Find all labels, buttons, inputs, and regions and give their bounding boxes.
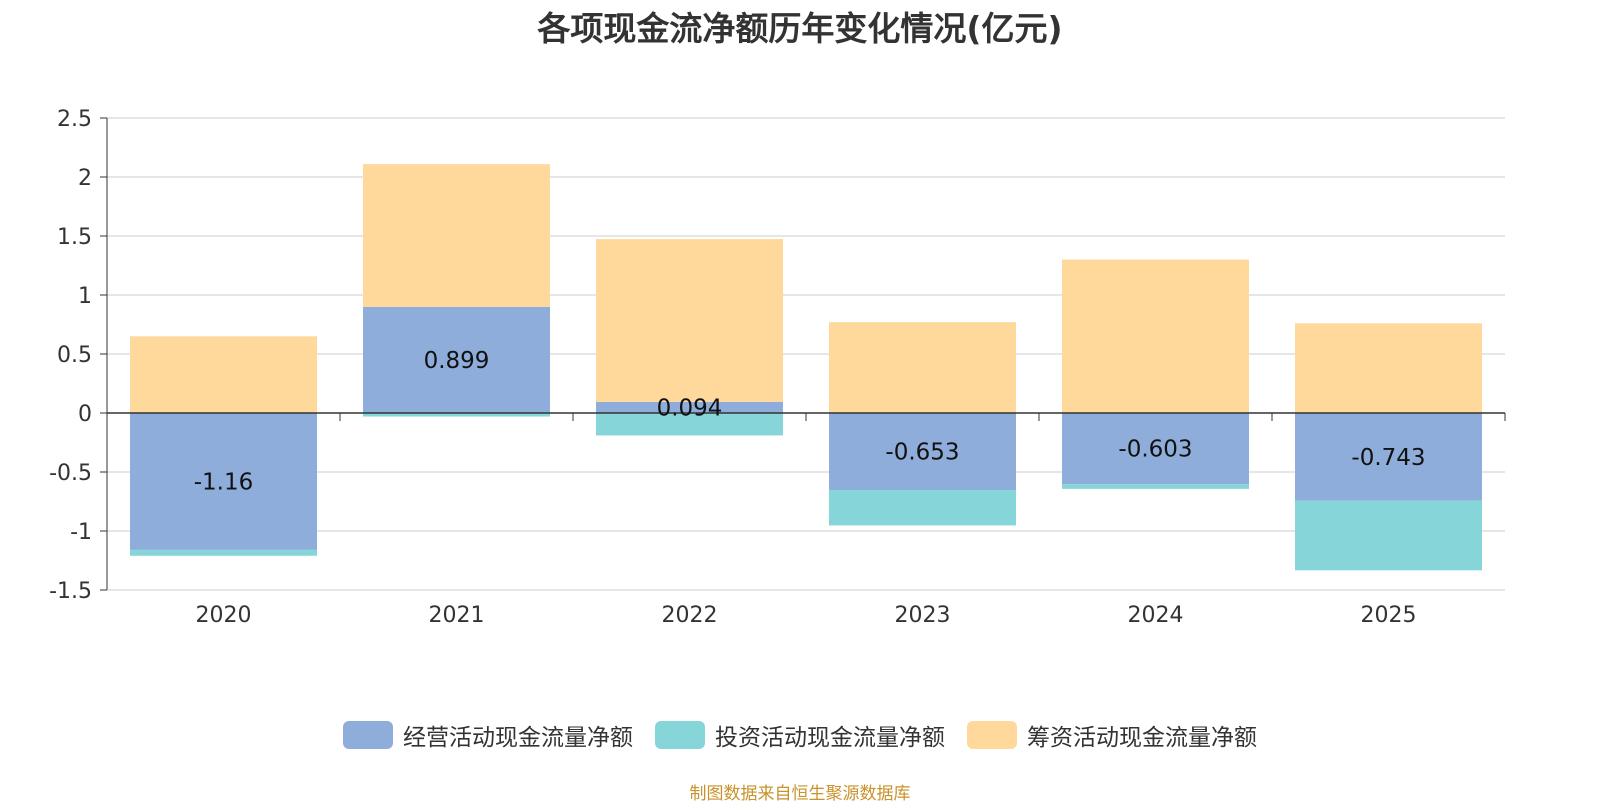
bar-operating xyxy=(596,401,783,413)
y-tick-label: -1.5 xyxy=(49,579,92,604)
x-tick-label: 2023 xyxy=(895,603,951,628)
bar-operating xyxy=(130,413,317,550)
bar-investing xyxy=(363,413,550,417)
bar-investing xyxy=(1062,484,1249,489)
chart-title: 各项现金流净额历年变化情况(亿元) xyxy=(537,9,1063,48)
bar-investing xyxy=(1295,500,1482,571)
bar-operating xyxy=(829,413,1016,491)
x-tick-label: 2025 xyxy=(1361,603,1417,628)
legend-item-operating[interactable]: 经营活动现金流量净额 xyxy=(343,718,633,752)
bar-investing xyxy=(829,490,1016,526)
legend-label-investing: 投资活动现金流量净额 xyxy=(715,725,945,751)
bar-financing xyxy=(1062,259,1249,413)
data-label-operating: 0.094 xyxy=(657,395,723,421)
bar-financing xyxy=(1295,323,1482,413)
legend-item-investing[interactable]: 投资活动现金流量净额 xyxy=(655,718,945,752)
y-tick-label: -0.5 xyxy=(49,461,92,486)
x-tick-label: 2020 xyxy=(196,603,252,628)
legend-label-operating: 经营活动现金流量净额 xyxy=(403,725,633,751)
y-tick-label: 1.5 xyxy=(57,225,92,250)
legend-item-financing[interactable]: 筹资活动现金流量净额 xyxy=(967,718,1257,752)
bar-financing xyxy=(596,239,783,402)
x-tick-label: 2024 xyxy=(1128,603,1184,628)
data-label-operating: -0.653 xyxy=(885,440,959,466)
legend: 经营活动现金流量净额 投资活动现金流量净额 筹资活动现金流量净额 xyxy=(0,718,1600,752)
y-tick-label: 1 xyxy=(78,284,92,309)
bar-operating xyxy=(1062,413,1249,485)
bar-financing xyxy=(130,336,317,413)
legend-swatch-financing xyxy=(967,721,1017,749)
data-label-operating: -1.16 xyxy=(194,469,254,495)
bar-investing xyxy=(596,413,783,436)
legend-swatch-investing xyxy=(655,721,705,749)
bar-operating xyxy=(363,306,550,413)
data-label-operating: 0.899 xyxy=(424,348,490,374)
y-tick-label: 2 xyxy=(78,166,92,191)
y-tick-label: 2.5 xyxy=(57,107,92,132)
legend-label-financing: 筹资活动现金流量净额 xyxy=(1027,725,1257,751)
y-tick-label: -1 xyxy=(70,520,92,545)
bar-operating xyxy=(1295,413,1482,501)
bar-financing xyxy=(829,322,1016,413)
data-label-operating: -0.743 xyxy=(1351,445,1425,471)
bar-investing xyxy=(130,549,317,556)
data-label-operating: -0.603 xyxy=(1118,437,1192,463)
x-tick-label: 2022 xyxy=(662,603,718,628)
x-tick-label: 2021 xyxy=(429,603,485,628)
y-tick-label: 0 xyxy=(78,402,92,427)
bar-chart: 2.5 2 1.5 1 0.5 0 -0.5 -1 -1.5 2020 2021 2022 2023 20… xyxy=(49,107,1506,628)
legend-swatch-operating xyxy=(343,721,393,749)
bar-financing xyxy=(363,164,550,307)
source-note: 制图数据来自恒生聚源数据库 xyxy=(689,784,911,804)
y-tick-label: 0.5 xyxy=(57,343,92,368)
